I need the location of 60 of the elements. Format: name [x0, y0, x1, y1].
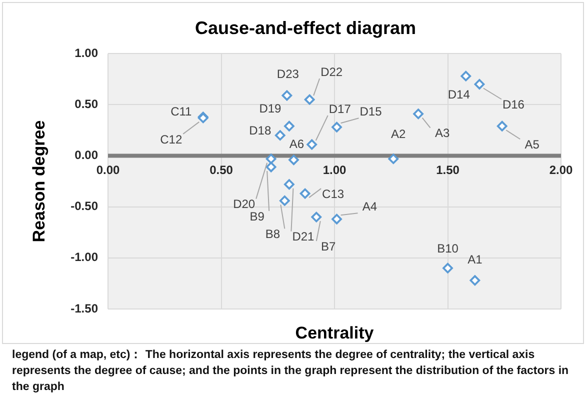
annotation: D19 [259, 101, 282, 116]
annotation: D23 [276, 66, 300, 81]
point [388, 154, 398, 164]
point [497, 121, 508, 132]
x-tick-label: 2.00 [549, 163, 573, 178]
point [266, 154, 276, 164]
point [332, 122, 342, 132]
annotation: A3 [434, 126, 450, 140]
y-tick-label: 0.50 [74, 96, 98, 111]
annotation: B9 [250, 209, 265, 224]
point [275, 130, 286, 140]
point [442, 263, 453, 274]
annotation: C11 [170, 104, 192, 118]
chart-title: Cause-and-effect diagram [194, 18, 416, 38]
annotation: D14 [448, 87, 470, 102]
annotation: B8 [265, 227, 280, 242]
annotation: D21 [292, 230, 315, 244]
annotation: D17 [328, 102, 352, 116]
point [470, 275, 480, 286]
y-tick-label: 1.00 [74, 46, 98, 60]
annotation: C13 [322, 186, 344, 201]
x-tick-label: 0.50 [210, 163, 234, 178]
y-tick-label: -1.50 [70, 301, 98, 316]
point [413, 108, 424, 119]
annotation: A2 [391, 127, 406, 142]
point [284, 121, 294, 132]
text: legend (of a map, etc)： The horizontal axis represents the degree of centrality; the vertical axis represents the degree of cause; and the points in the graph represent the distribution of the factors in the graph [12, 348, 570, 395]
x-tick-label: 0.00 [96, 163, 120, 178]
point [311, 212, 322, 222]
point [198, 112, 208, 124]
annotation: C12 [160, 132, 182, 146]
y-tick-label: -1.00 [70, 250, 98, 264]
annotation: D22 [320, 64, 343, 79]
y-tick-label: 0.00 [74, 148, 98, 162]
annotation: A1 [468, 252, 483, 267]
annotation: D20 [233, 197, 256, 212]
x-tick-label: 1.50 [436, 163, 460, 178]
point [304, 94, 315, 105]
point [460, 70, 471, 82]
annotation: A5 [524, 137, 540, 152]
point [474, 79, 485, 90]
annotation: B7 [321, 239, 336, 254]
point [300, 188, 310, 199]
point [266, 162, 276, 172]
point [282, 90, 292, 101]
x-axis-title: Centrality [295, 324, 374, 343]
annotation: D15 [360, 104, 382, 118]
annotation: D16 [502, 98, 525, 112]
point [332, 214, 342, 224]
y-tick-label: -0.50 [70, 199, 98, 214]
annotation: D18 [249, 124, 272, 138]
point [280, 196, 290, 206]
point [306, 139, 317, 150]
point [284, 179, 294, 190]
y-axis-title: Reason degree [30, 120, 49, 242]
point [288, 154, 299, 165]
annotation: B10 [437, 241, 459, 256]
annotation: A4 [362, 199, 378, 214]
x-tick-label: 1.00 [322, 163, 346, 178]
annotation: A6 [289, 137, 304, 152]
